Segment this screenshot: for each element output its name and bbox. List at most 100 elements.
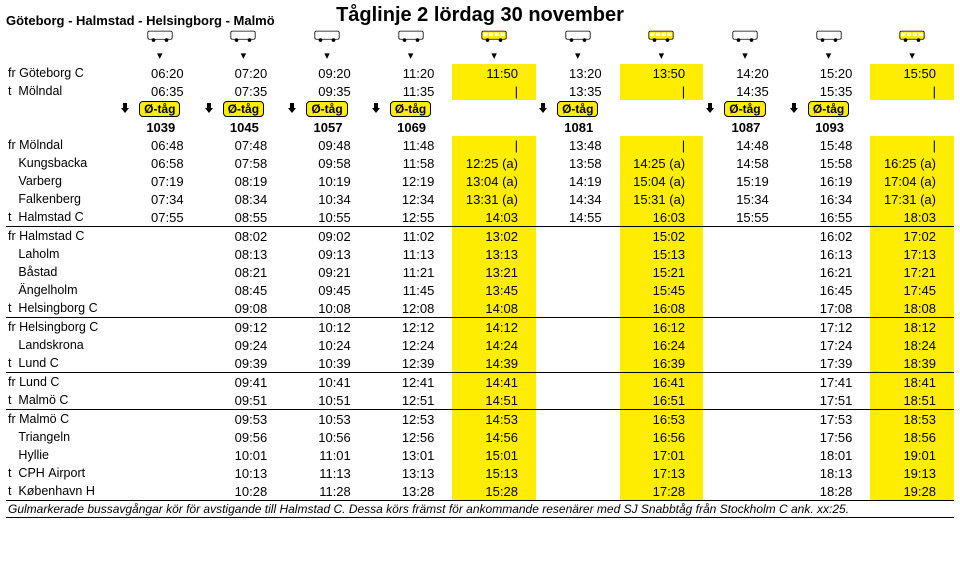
time-cell: 11:20: [369, 64, 453, 82]
time-cell: [536, 336, 620, 354]
bus-icon: [369, 28, 453, 46]
time-cell: 08:19: [202, 172, 286, 190]
time-cell: 09:02: [285, 227, 369, 246]
time-cell: 07:55: [118, 208, 202, 226]
station-name: Laholm: [6, 245, 118, 263]
time-cell: 17:12: [787, 318, 871, 337]
train-badge: Ø-tåg: [808, 101, 849, 117]
time-cell: 14:51: [452, 391, 536, 409]
time-cell: [536, 410, 620, 429]
time-cell: 17:02: [870, 227, 954, 246]
time-cell: 13:02: [452, 227, 536, 246]
time-cell: 14:03: [452, 208, 536, 226]
time-cell: 13:13: [452, 245, 536, 263]
time-cell: 16:19: [787, 172, 871, 190]
time-cell: 11:35: [369, 82, 453, 100]
train-number: [870, 118, 954, 136]
train-badge: Ø-tåg: [306, 101, 347, 117]
time-cell: [118, 318, 202, 337]
station-name: t København H: [6, 482, 118, 500]
time-cell: [703, 318, 787, 337]
time-cell: 11:21: [369, 263, 453, 281]
time-cell: 15:34: [703, 190, 787, 208]
time-cell: 17:04 (a): [870, 172, 954, 190]
time-cell: 14:35: [703, 82, 787, 100]
time-cell: 10:56: [285, 428, 369, 446]
train-badge: Ø-tåg: [223, 101, 264, 117]
down-tick-icon: ▾: [787, 46, 871, 64]
time-cell: [536, 428, 620, 446]
time-cell: 14:58: [703, 154, 787, 172]
time-cell: 08:13: [202, 245, 286, 263]
time-cell: 17:21: [870, 263, 954, 281]
time-cell: 16:41: [620, 373, 704, 392]
train-number: [452, 118, 536, 136]
time-cell: [703, 299, 787, 317]
down-tick-icon: ▾: [703, 46, 787, 64]
train-number: 1087: [703, 118, 787, 136]
time-cell: 09:35: [285, 82, 369, 100]
time-cell: [536, 227, 620, 246]
time-cell: 10:34: [285, 190, 369, 208]
time-cell: [703, 336, 787, 354]
time-cell: 12:12: [369, 318, 453, 337]
time-cell: 13:01: [369, 446, 453, 464]
time-cell: 06:35: [118, 82, 202, 100]
bus-icon: [703, 28, 787, 46]
time-cell: 18:39: [870, 354, 954, 372]
time-cell: 09:58: [285, 154, 369, 172]
footnote: Gulmarkerade bussavgångar kör för avstig…: [6, 500, 954, 518]
station-name: t Helsingborg C: [6, 299, 118, 317]
time-cell: 18:41: [870, 373, 954, 392]
time-cell: 12:53: [369, 410, 453, 429]
time-cell: [536, 354, 620, 372]
time-cell: 13:04 (a): [452, 172, 536, 190]
time-cell: 12:39: [369, 354, 453, 372]
bus-icon: [118, 28, 202, 46]
time-cell: 17:56: [787, 428, 871, 446]
time-cell: 10:41: [285, 373, 369, 392]
station-name: Hyllie: [6, 446, 118, 464]
time-cell: 13:21: [452, 263, 536, 281]
time-cell: [118, 281, 202, 299]
time-cell: 07:34: [118, 190, 202, 208]
page-title: Tåglinje 2 lördag 30 november: [336, 4, 624, 27]
time-cell: 18:24: [870, 336, 954, 354]
down-tick-icon: ▾: [452, 46, 536, 64]
time-cell: 15:13: [452, 464, 536, 482]
train-badge-cell: Ø-tåg: [703, 100, 787, 118]
time-cell: 08:02: [202, 227, 286, 246]
time-cell: [536, 391, 620, 409]
train-badge-cell: Ø-tåg: [285, 100, 369, 118]
time-cell: 10:13: [202, 464, 286, 482]
time-cell: [118, 464, 202, 482]
train-badge: Ø-tåg: [139, 101, 180, 117]
time-cell: 16:25 (a): [870, 154, 954, 172]
train-number: [620, 118, 704, 136]
time-cell: 08:45: [202, 281, 286, 299]
time-cell: 16:03: [620, 208, 704, 226]
time-cell: 18:56: [870, 428, 954, 446]
time-cell: 15:48: [787, 136, 871, 154]
time-cell: [118, 245, 202, 263]
time-cell: 10:39: [285, 354, 369, 372]
station-name: t Lund C: [6, 354, 118, 372]
time-cell: 15:45: [620, 281, 704, 299]
time-cell: 12:51: [369, 391, 453, 409]
time-cell: 12:41: [369, 373, 453, 392]
time-cell: 09:48: [285, 136, 369, 154]
bus-icon: [202, 28, 286, 46]
time-cell: [536, 318, 620, 337]
station-name: Varberg: [6, 172, 118, 190]
train-badge: Ø-tåg: [390, 101, 431, 117]
time-cell: 13:13: [369, 464, 453, 482]
time-cell: 15:20: [787, 64, 871, 82]
time-cell: 09:39: [202, 354, 286, 372]
time-cell: [118, 410, 202, 429]
time-cell: 18:03: [870, 208, 954, 226]
time-cell: 10:51: [285, 391, 369, 409]
time-cell: 15:35: [787, 82, 871, 100]
station-name: Båstad: [6, 263, 118, 281]
station-name: Landskrona: [6, 336, 118, 354]
time-cell: 13:58: [536, 154, 620, 172]
